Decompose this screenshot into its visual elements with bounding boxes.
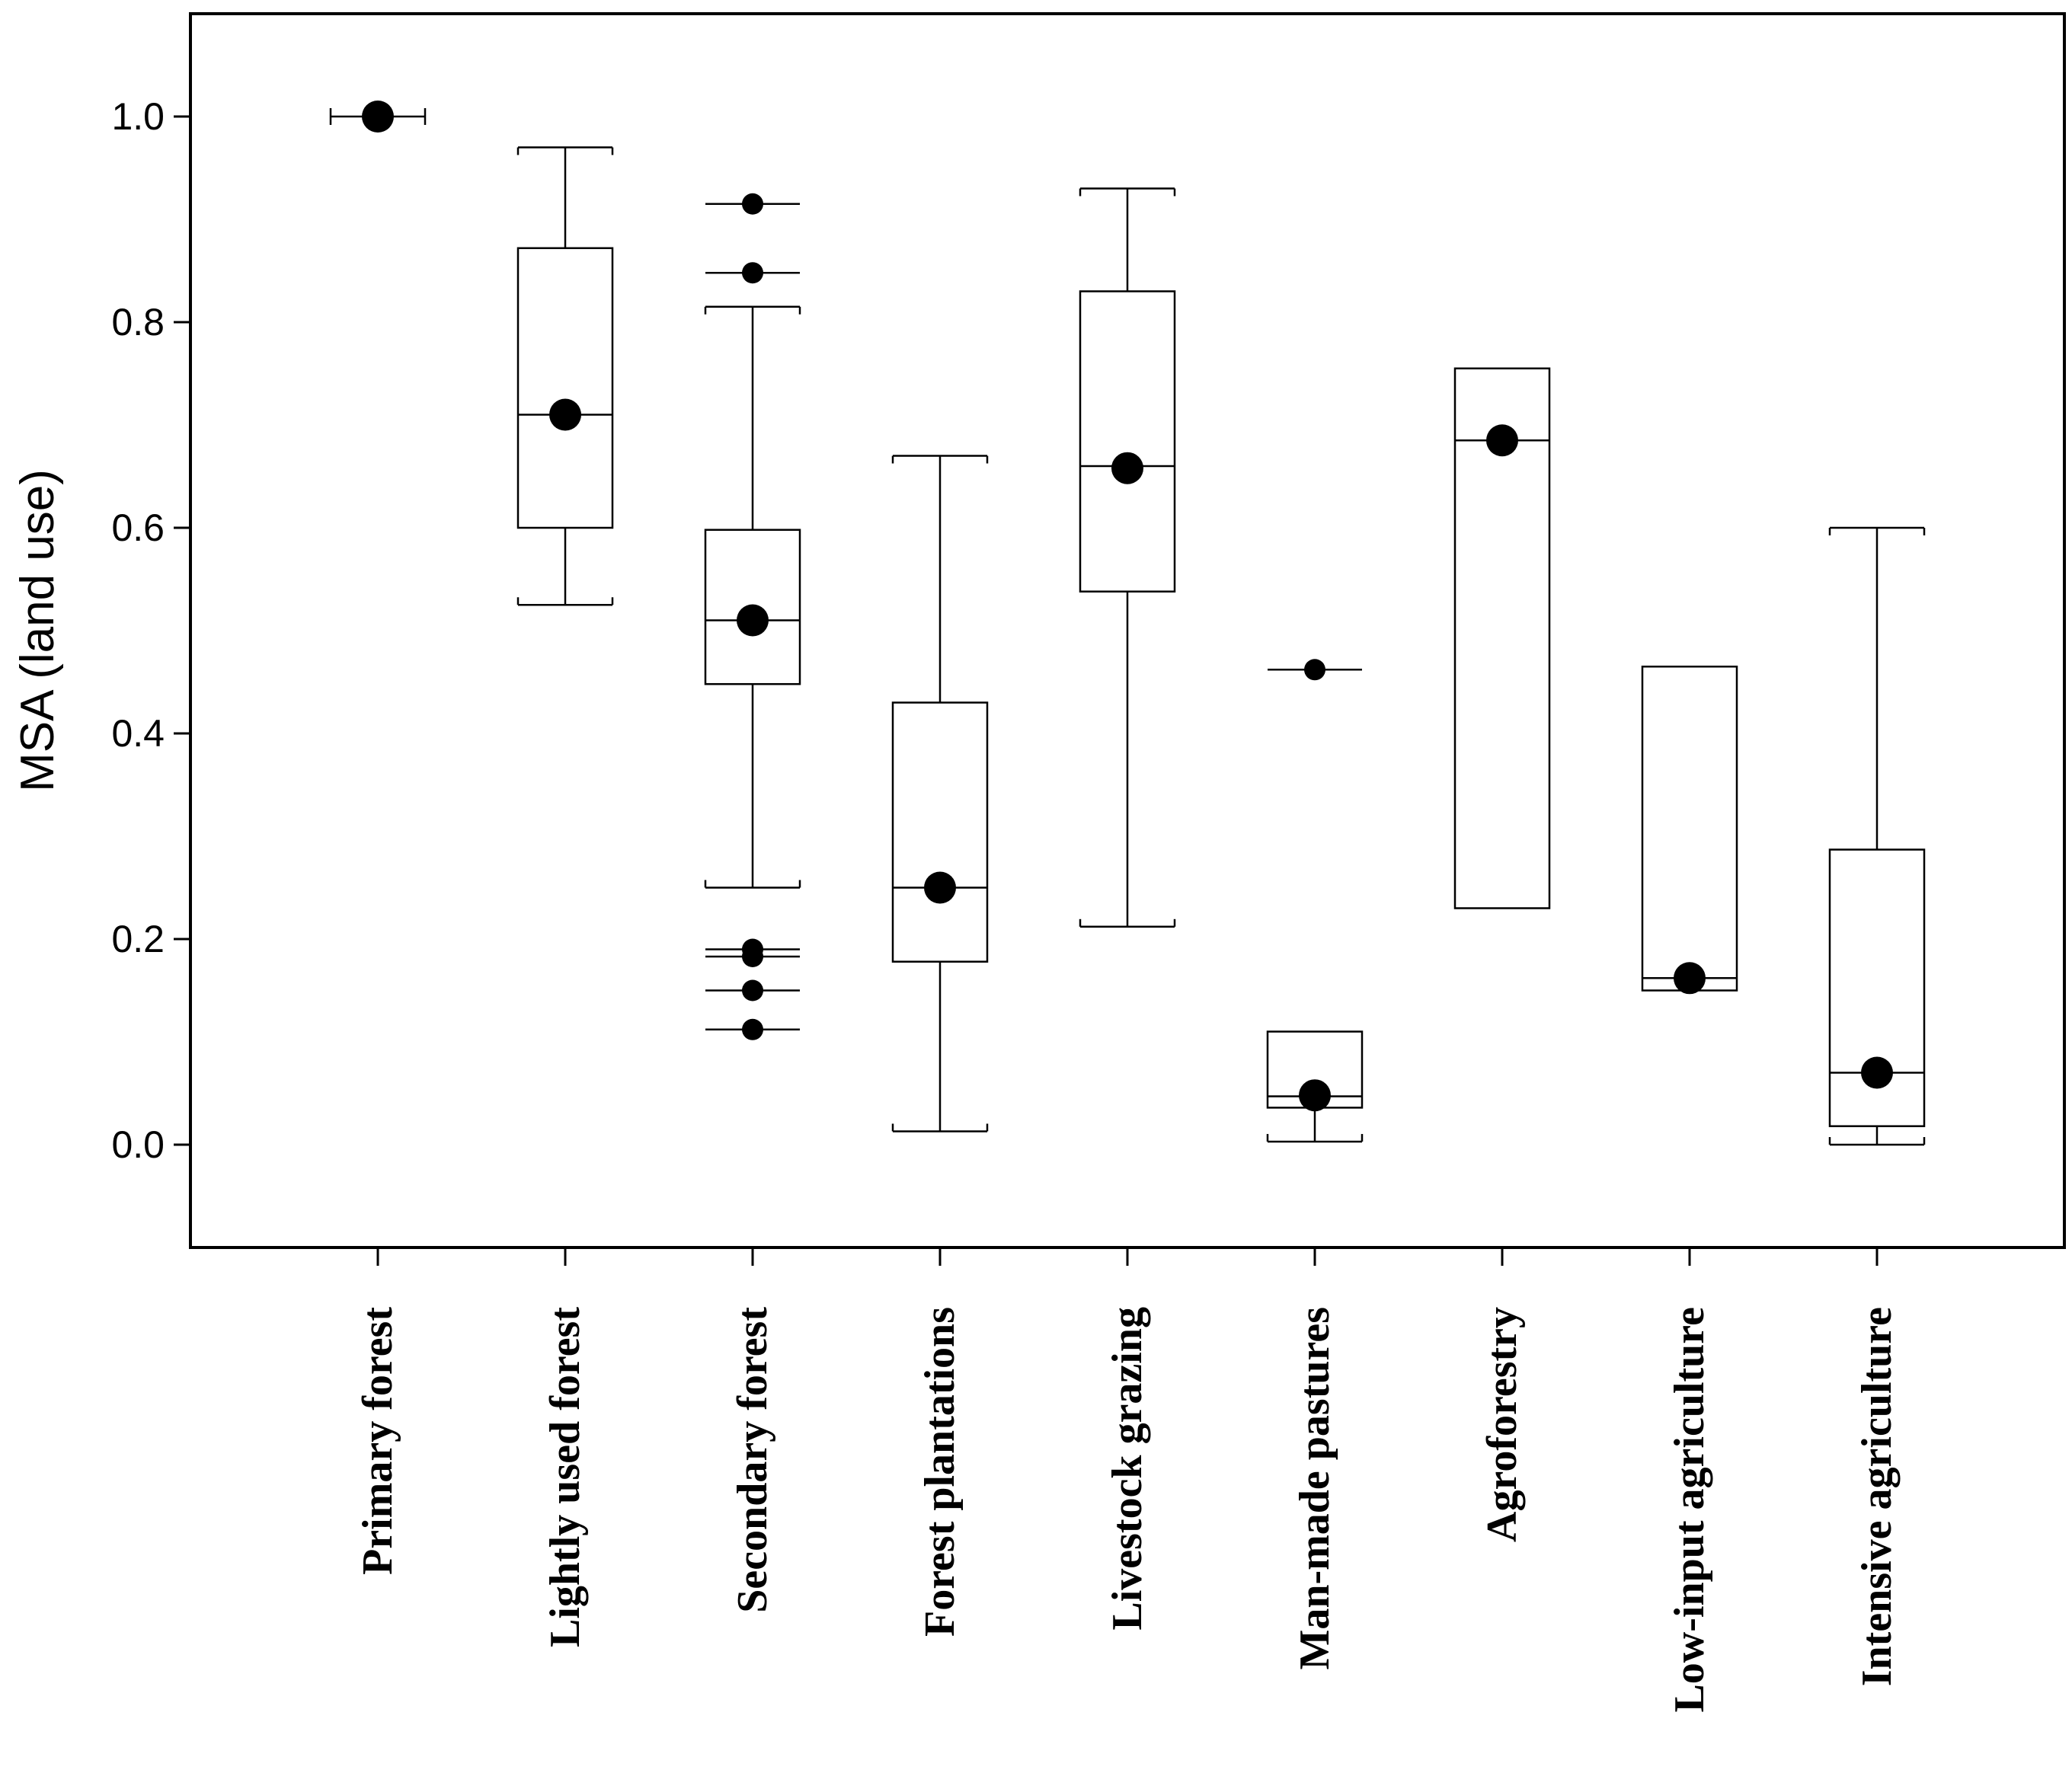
mean-point [1299,1079,1331,1112]
x-tick-label: Lightly used forest [542,1307,589,1647]
x-tick-label: Low-input agriculture [1666,1307,1713,1713]
box [1079,290,1176,593]
y-tick-label: 0.8 [111,301,165,343]
outlier-point [742,193,763,215]
box-group [1453,367,1551,909]
box [516,247,614,529]
y-tick-label: 1.0 [111,95,165,138]
y-axis: 0.0 0.2 0.4 0.6 0.8 1.0 [111,95,190,1166]
x-tick-label: Livestock grazing [1104,1307,1151,1631]
outlier-point [742,1018,763,1040]
outlier-point [742,979,763,1002]
y-tick-label: 0.0 [111,1123,165,1166]
box-group [891,455,989,1132]
box-group [516,146,614,606]
box-group [1641,666,1738,995]
box-series [329,101,1926,1146]
y-tick-label: 0.4 [111,712,165,755]
y-tick-label: 0.2 [111,918,165,960]
box-group [1079,187,1176,928]
mean-point [1111,452,1143,484]
x-tick-label: Primary forest [354,1307,401,1575]
box [1453,367,1551,909]
mean-point [1674,962,1706,995]
mean-point [924,871,956,904]
outlier-point [1304,659,1325,681]
mean-point [362,101,394,133]
x-tick-label: Secondary forest [729,1307,776,1613]
mean-point [1861,1056,1893,1089]
y-tick-label: 0.6 [111,506,165,549]
mean-point [1486,424,1518,457]
y-axis-title: MSA (land use) [11,469,64,792]
box [891,701,989,963]
x-tick-label: Forest plantations [916,1307,964,1637]
x-tick-label: Agroforestry [1479,1307,1526,1542]
box-group [1266,659,1364,1143]
box-group [1828,526,1926,1146]
x-axis: Primary forest Lightly used forest Seconda… [354,1247,1901,1713]
mean-point [737,604,769,637]
box-group [329,101,427,133]
box-group [704,193,801,1040]
mean-point [549,398,581,431]
outlier-point [742,945,763,967]
x-tick-label: Intensive agriculture [1853,1307,1901,1686]
x-tick-label: Man-made pastures [1291,1307,1338,1670]
outlier-point [742,262,763,284]
box [1641,666,1738,992]
